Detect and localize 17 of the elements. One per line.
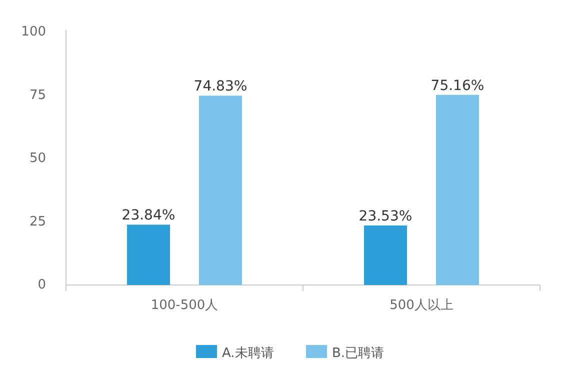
data-label: 75.16% <box>430 78 484 94</box>
legend-label: B.已聘请 <box>332 346 384 361</box>
data-label: 23.84% <box>122 208 176 224</box>
x-tick-label: 500人以上 <box>390 298 454 313</box>
bar <box>127 224 170 285</box>
x-tick-label: 100-500人 <box>150 298 218 313</box>
y-tick-label: 25 <box>29 214 46 230</box>
bar <box>436 94 479 285</box>
bar <box>364 225 407 285</box>
y-tick-label: 100 <box>21 24 46 40</box>
data-label: 74.83% <box>194 78 248 95</box>
y-tick-label: 50 <box>29 151 46 166</box>
data-label: 23.53% <box>358 208 412 224</box>
y-tick-label: 75 <box>29 88 46 103</box>
bar <box>199 96 242 285</box>
legend-label: A.未聘请 <box>222 346 274 361</box>
y-tick-label: 0 <box>38 278 46 292</box>
